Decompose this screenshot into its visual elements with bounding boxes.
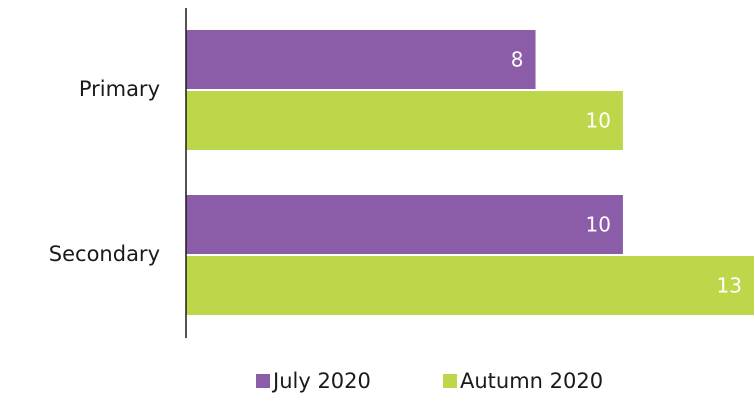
category-label: Secondary <box>49 242 160 266</box>
bar-value-label: 10 <box>585 109 610 133</box>
category-labels: Primary Secondary <box>49 77 160 266</box>
legend-label: Autumn 2020 <box>460 369 603 393</box>
bar-value-label: 13 <box>717 274 742 298</box>
legend-label: July 2020 <box>271 369 371 393</box>
bar-value-label: 8 <box>511 48 524 72</box>
category-label: Primary <box>79 77 160 101</box>
bar <box>186 91 623 150</box>
legend: July 2020 Autumn 2020 <box>256 369 603 393</box>
bar-value-labels: 8 10 10 13 <box>511 48 742 298</box>
bar <box>186 30 536 89</box>
bar <box>186 256 754 315</box>
bar <box>186 195 623 254</box>
legend-swatch <box>443 374 457 388</box>
bar-value-label: 10 <box>585 213 610 237</box>
legend-swatch <box>256 374 270 388</box>
bars <box>186 30 754 315</box>
